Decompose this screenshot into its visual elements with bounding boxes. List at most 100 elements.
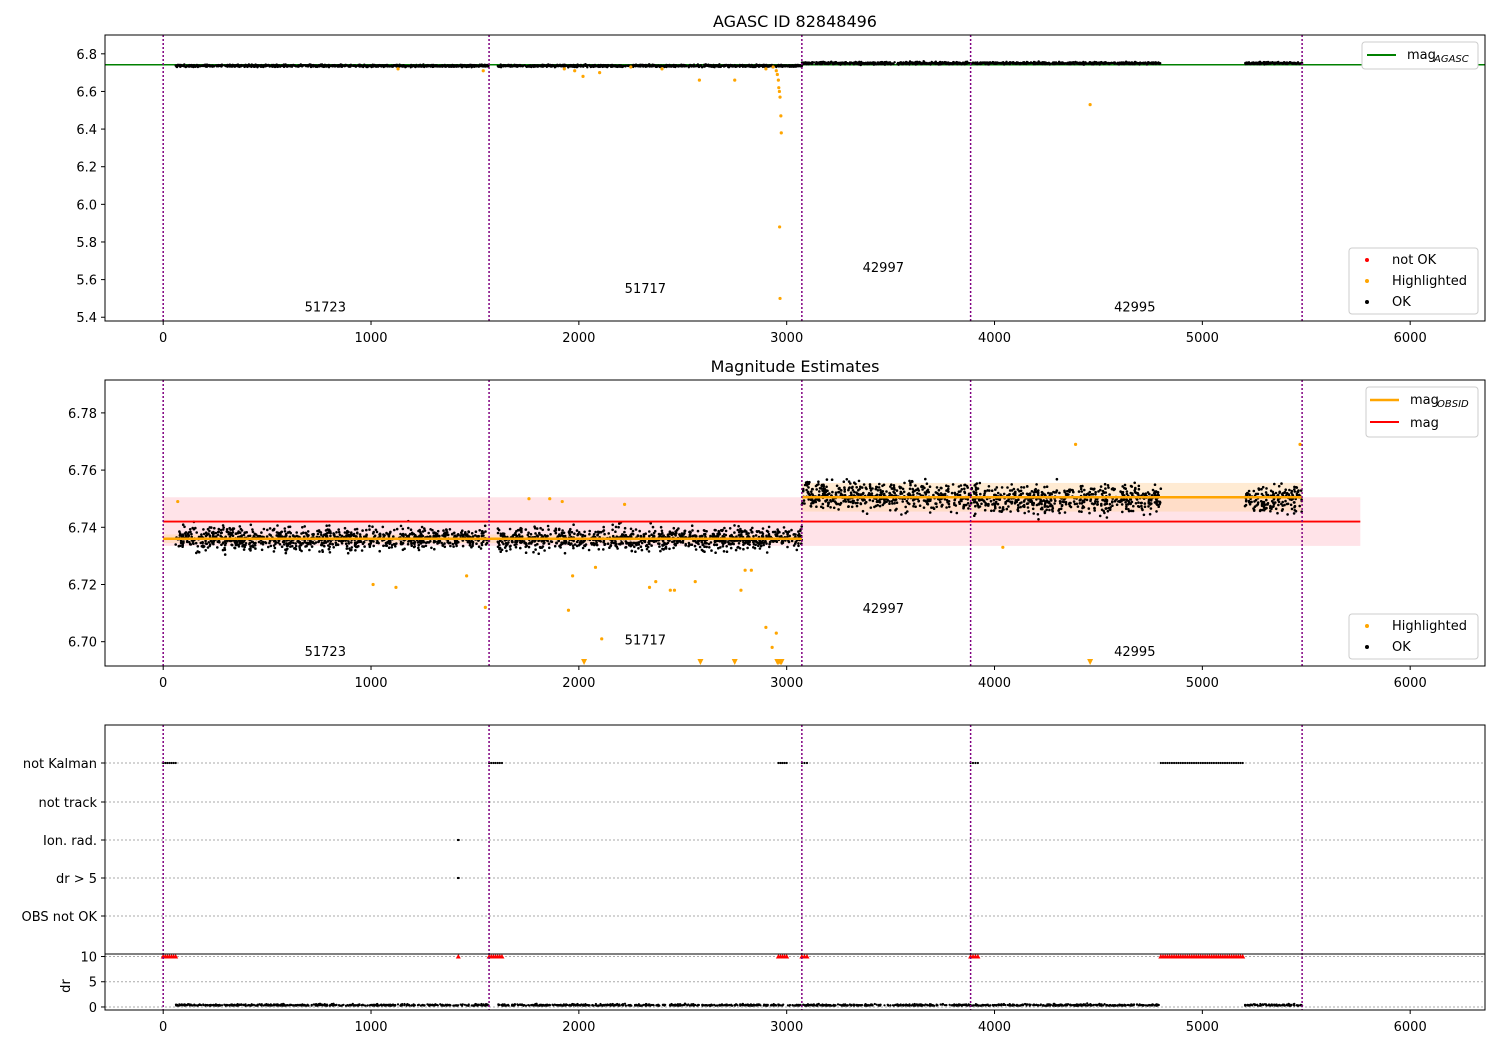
chart2-ok-point [347,530,350,534]
chart2-ok-point [650,533,653,536]
chart2-ok-point [696,529,700,533]
chart1-ok-point [1061,62,1064,65]
chart2-ok-point [401,527,405,531]
chart1-x-tick-label: 4000 [978,331,1011,346]
chart2-ok-point [542,542,545,545]
chart2-ok-point [283,527,287,530]
chart1-legend-agasc: mag AGASC [1361,41,1479,70]
chart2-ok-point [768,545,771,549]
chart2-ok-point [520,530,523,534]
chart1-highlighted-point [778,225,782,229]
chart1-ok-point [438,65,441,68]
chart2-ok-point [738,547,742,550]
chart1-ok-point [526,64,530,68]
chart1-ok-point [540,64,544,67]
chart2-ok-point [636,534,640,538]
chart2-ok-point [524,551,528,554]
chart2-ok-point [377,541,380,545]
chart1-ok-point [435,64,439,67]
chart2-ok-point [437,539,441,543]
chart2-ok-point [360,549,364,552]
chart2-ok-point [399,542,403,546]
chart1-ok-point [496,65,500,68]
chart2-ok-point [333,535,337,538]
chart2-ok-point [724,529,728,533]
chart1-ok-point [945,61,948,64]
chart1-ok-point [816,62,819,66]
chart1-ok-point [268,64,272,68]
chart2-ok-point [629,527,633,531]
chart1-ok-point [223,64,226,67]
chart2-ok-point [216,533,220,537]
chart2-ok-point [393,528,396,532]
chart1-y-tick-label: 6.8 [76,48,97,63]
chart2-ok-point [515,534,519,538]
chart1-highlighted-point [777,89,782,94]
chart2-ok-point [717,546,720,550]
chart1-ok-point [850,61,853,65]
chart2-ok-point [514,545,518,549]
chart1-ok-point [195,64,198,67]
chart2-ok-point [658,545,661,548]
chart2-ok-point [732,542,735,546]
chart2-ok-point [537,552,540,555]
chart1-ok-point [687,64,690,68]
chart2-ok-point [399,524,403,528]
chart2-ok-point [441,534,444,537]
chart2-ok-point [229,528,232,531]
chart2-ok-point [745,530,748,533]
chart1-ok-point [247,64,250,67]
chart2-ok-point [251,528,254,531]
chart2-ok-point [733,531,736,534]
chart2-ok-point [195,531,198,534]
chart2-ok-point [543,534,547,537]
chart1-ok-point [176,64,179,68]
chart2-ok-point [461,544,465,548]
chart2-ok-point [363,545,366,548]
chart1-ok-point [774,65,778,68]
chart1-ok-point [606,64,610,68]
chart1-ok-point [1050,62,1054,65]
chart1-ok-point [1293,62,1297,65]
chart2-ok-point [797,530,800,533]
chart1-ok-point [1090,62,1093,65]
chart2-ok-point [790,528,793,532]
chart2-ok-point [727,542,731,546]
chart2-ok-point [705,545,708,549]
chart1-ok-point [1026,61,1030,65]
chart2-ok-point [713,543,716,547]
chart1-ok-point [1114,62,1117,65]
chart1-ok-point [1122,61,1126,65]
chart2-ok-point [358,540,362,543]
chart1-y-tick-label: 6.0 [76,198,97,213]
chart1-ok-point [459,64,462,68]
chart2-ok-point [345,547,349,550]
chart2-ok-point [413,542,416,546]
chart2-ok-point [659,525,663,529]
chart2-ok-point [737,542,741,545]
chart2-ok-point [768,542,771,546]
chart1-ok-point [227,64,230,68]
chart2-ok-point [634,550,637,553]
chart1-ok-point [331,64,334,67]
chart2-ok-point [747,534,750,538]
chart1-ok-point [863,61,867,65]
chart2-ok-point [461,529,464,532]
chart1-ok-point [754,64,757,67]
chart2-ok-point [543,549,546,552]
chart1-ok-point [1046,62,1050,65]
chart1-highlighted-point [777,86,781,90]
chart2-ok-point [282,543,286,546]
chart1-ok-point [732,64,736,68]
chart1-ok-point [1277,62,1281,65]
chart1-ok-point [760,64,763,67]
chart1-ok-point [552,64,555,67]
chart1-ok-point [448,64,452,67]
chart2-ok-point [332,546,336,549]
chart1-highlighted-point [697,78,701,82]
chart2-ok-point [555,541,558,545]
chart2-ok-point [225,528,229,531]
chart2-ok-point [334,541,338,544]
chart2-ok-point [202,532,206,536]
chart1-ok-point [1058,62,1061,66]
